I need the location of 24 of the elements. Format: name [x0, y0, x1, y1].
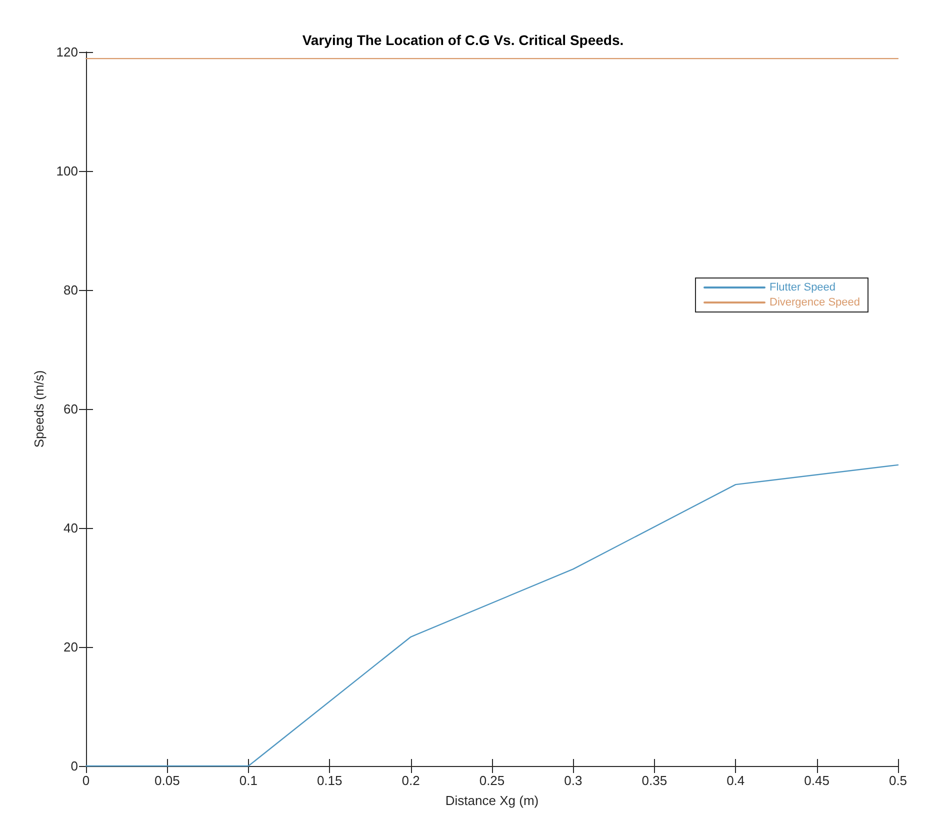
y-tick-label: 0 [70, 758, 78, 774]
text: Flutter Speed [769, 282, 836, 294]
y-tick-label: 20 [64, 640, 78, 654]
chart-title: Varying The Location of C.G Vs. Critical Speeds. [302, 32, 624, 48]
x-tick-label: 0.15 [316, 773, 342, 788]
y-axis-title: Speeds (m/s) [31, 370, 46, 448]
x-tick-label: 0.45 [804, 773, 830, 788]
x-tick-label: 0.05 [154, 773, 180, 788]
x-tick-label: 0 [82, 773, 90, 788]
y-tick-label: 40 [64, 520, 78, 536]
x-tick-label: 0.5 [888, 773, 908, 788]
x-tick-label: 0.4 [726, 773, 745, 788]
x-axis-title: Distance Xg (m) [445, 793, 539, 808]
x-tick-label: 0.1 [239, 773, 258, 788]
y-tick-label: 80 [64, 282, 78, 298]
x-tick-label: 0.25 [479, 773, 505, 788]
y-tick-label: 100 [56, 164, 78, 178]
line-series [85, 464, 899, 767]
text: Divergence Speed [769, 296, 860, 308]
y-tick-label: 60 [64, 402, 78, 416]
x-tick-label: 0.3 [564, 773, 582, 788]
y-tick-label: 120 [56, 44, 78, 60]
x-tick-label: 0.2 [402, 773, 420, 788]
x-tick-label: 0.35 [642, 773, 668, 788]
